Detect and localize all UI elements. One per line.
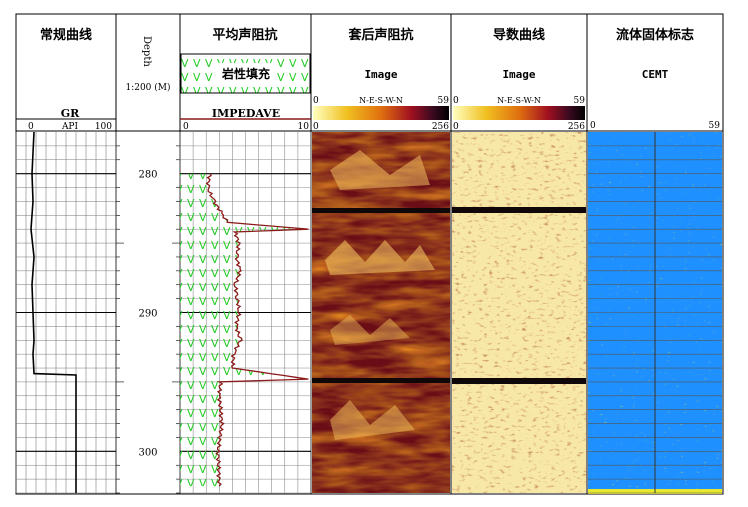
depth-track: 280 290 300: [116, 145, 180, 494]
gr-curve: [30, 131, 77, 493]
derivative-orient: N-E-S-W-N: [497, 96, 541, 105]
derivative-bar-min: 0: [453, 122, 459, 132]
cased-image-track-title: 套后声阻抗: [347, 27, 413, 43]
impedance-track-title: 平均声阻抗: [212, 27, 277, 43]
depth-scale: 1:200 (M): [125, 82, 170, 93]
cement-max: 59: [709, 121, 721, 131]
lithology-label-bg: [215, 63, 277, 83]
cased-image-bar-max: 256: [432, 122, 449, 132]
depth-tick-label: 290: [138, 309, 157, 320]
derivative-colorbar: [453, 106, 585, 120]
gr-track-title: 常规曲线: [40, 27, 92, 43]
derivative-bar-max: 256: [568, 122, 585, 132]
cased-image-bar-min: 0: [313, 122, 319, 132]
impedave-max: 10: [298, 122, 310, 132]
derivative-max: 59: [574, 96, 586, 106]
impedave-min: 0: [183, 122, 189, 132]
cement-min: 0: [590, 121, 596, 131]
derivative-image-label: Image: [502, 68, 535, 81]
derivative-track-title: 导数曲线: [493, 27, 545, 43]
impedave-curve: [205, 173, 309, 487]
cement-grid: [588, 132, 722, 494]
gr-min: 0: [28, 122, 34, 132]
lithology-fill: [180, 173, 309, 487]
cased-image-colorbar: [313, 106, 449, 120]
cased-image-min: 0: [313, 96, 319, 106]
gr-max: 100: [95, 122, 112, 132]
depth-label: Depth: [141, 36, 152, 67]
derivative-image: [452, 132, 586, 493]
lithology-fill-label: 岩性填充: [221, 66, 270, 81]
cement-track-title: 流体固体标志: [616, 27, 694, 43]
gr-track: [15, 132, 117, 494]
cased-image-max: 59: [438, 96, 450, 106]
cement-curve-name: CEMT: [642, 68, 669, 81]
impedave-curve-name: IMPEDAVE: [212, 107, 280, 120]
depth-tick-label: 280: [138, 170, 157, 181]
gr-unit: API: [61, 122, 79, 132]
cased-image-label: Image: [364, 68, 397, 81]
gr-curve-name: GR: [61, 107, 80, 120]
depth-tick-label: 300: [138, 447, 157, 458]
cased-image-orient: N-E-S-W-N: [359, 96, 403, 105]
derivative-min: 0: [453, 96, 459, 106]
cased-impedance-image: [312, 132, 450, 493]
